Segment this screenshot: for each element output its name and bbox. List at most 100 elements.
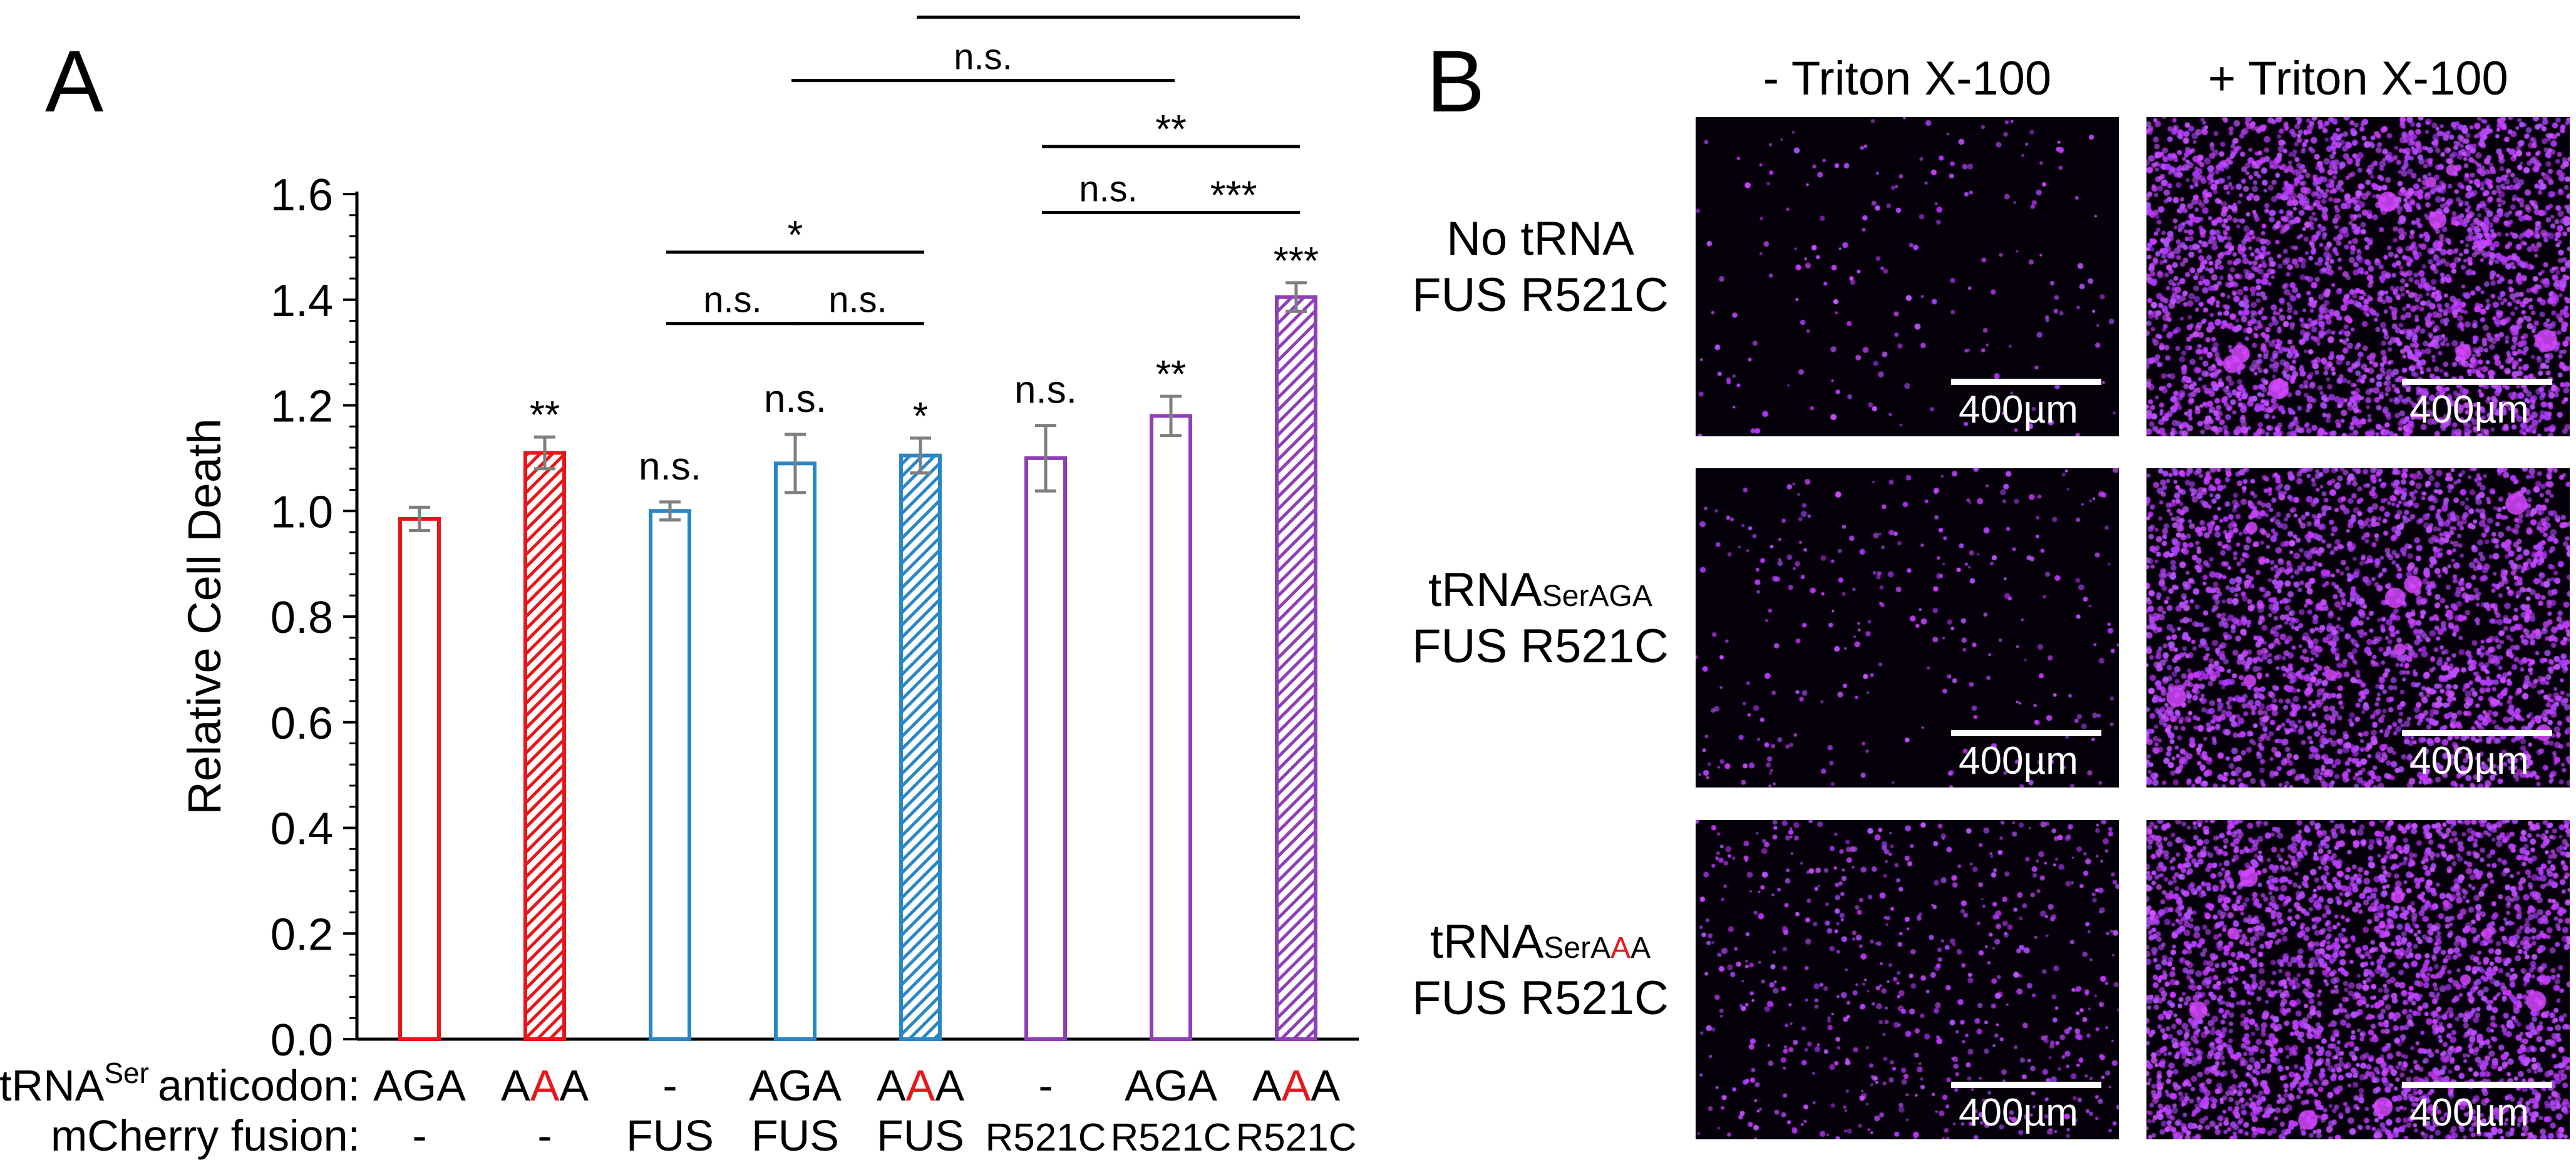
row-label-line1: tRNASerAAA	[1396, 914, 1684, 970]
fusion-label: FUS	[626, 1111, 714, 1160]
bar	[398, 516, 441, 1041]
anticodon-letter: -	[662, 1061, 677, 1110]
significance-label: n.s.	[639, 445, 701, 488]
anticodon-row-label: tRNASer anticodon:	[0, 1057, 360, 1110]
fusion-label: FUS	[751, 1111, 839, 1160]
anticodon-letter: A	[1311, 1061, 1340, 1110]
anticodon-letter: AGA	[1125, 1061, 1217, 1110]
row-label-line1: No tRNA	[1396, 211, 1684, 267]
anticodon-letter: A	[559, 1061, 589, 1110]
row-label-line1: tRNASerAGA	[1396, 562, 1684, 618]
anticodon-letter: A	[1631, 931, 1651, 965]
scale-bar	[1951, 379, 2101, 385]
anticodon-label: AGA	[1125, 1061, 1217, 1110]
comparison-label: **	[1155, 106, 1187, 151]
scale-bar-label: 400µm	[1959, 388, 2078, 431]
significance-label: *	[913, 395, 928, 438]
y-axis-label: Relative Cell Death	[178, 418, 230, 814]
column-header: + Triton X-100	[2208, 52, 2508, 105]
significance-label: ***	[1274, 240, 1319, 283]
fusion-label: FUS	[877, 1111, 964, 1160]
anticodon-label: AAA	[1252, 1061, 1340, 1110]
row-label-sub: AGA	[1589, 580, 1652, 613]
anticodon-letter: A	[501, 1061, 530, 1110]
anticodon-letter: -	[1038, 1061, 1053, 1110]
row-label-line2: FUS R521C	[1412, 971, 1669, 1025]
anticodon-letter: A	[877, 1061, 906, 1110]
anticodon-label: AGA	[749, 1061, 842, 1110]
row-label-main: tRNA	[1430, 915, 1544, 968]
bar	[1150, 414, 1192, 1041]
significance-label: n.s.	[1014, 369, 1077, 412]
bar	[899, 453, 942, 1041]
anticodon-letter: AGA	[749, 1061, 842, 1110]
bar	[649, 509, 691, 1041]
comparison-label: *	[788, 212, 803, 257]
panel-b-label: B	[1426, 32, 1485, 130]
comparison-label: ***	[1210, 173, 1257, 218]
fusion-label: R521C	[986, 1116, 1106, 1159]
anticodon-letter: A	[1252, 1061, 1282, 1110]
row-label-line2: FUS R521C	[1412, 268, 1669, 322]
comparison-label: ***	[1085, 0, 1132, 22]
y-tick-label: 1.6	[270, 170, 333, 220]
row-label: No tRNA FUS R521C	[1396, 211, 1684, 323]
comparison-label: n.s.	[1079, 169, 1138, 210]
scale-bar-label: 400µm	[2409, 739, 2529, 782]
anticodon-letter: G	[1609, 580, 1632, 613]
bar	[1024, 456, 1067, 1041]
y-tick-label: 1.0	[270, 487, 333, 537]
row-label: tRNASerAAA FUS R521C	[1396, 914, 1684, 1026]
row-label-main: No tRNA	[1446, 212, 1634, 265]
anticodon-label: AAA	[501, 1061, 589, 1110]
scale-bar	[1951, 730, 2101, 736]
y-tick-label: 0.8	[270, 593, 333, 643]
scale-bar	[2402, 379, 2552, 385]
row-label-sup: Ser	[1542, 580, 1589, 613]
scale-bar-label: 400µm	[1959, 739, 2078, 782]
row-label-sub: AAA	[1590, 931, 1651, 965]
bar	[774, 461, 817, 1041]
y-tick-label: 0.0	[270, 1015, 333, 1065]
scale-bar-label: 400µm	[2409, 1091, 2529, 1134]
fusion-label: -	[537, 1111, 552, 1160]
fusion-label: -	[412, 1111, 426, 1160]
row-label-part: Ser	[104, 1057, 149, 1089]
row-label-sup: Ser	[1543, 931, 1591, 965]
y-tick-label: 0.4	[270, 804, 333, 854]
anticodon-letter: A	[530, 1061, 560, 1110]
y-tick-label: 0.6	[270, 699, 333, 749]
anticodon-letter: A	[1590, 931, 1611, 965]
micrograph	[1696, 468, 2119, 788]
bar	[1275, 295, 1317, 1041]
fusion-label: R521C	[1236, 1116, 1357, 1159]
anticodon-letter: A	[1632, 580, 1652, 613]
significance-label: **	[1156, 353, 1186, 396]
column-header: - Triton X-100	[1763, 52, 2052, 105]
row-label-part: tRNA	[0, 1061, 105, 1110]
bar	[523, 451, 566, 1041]
anticodon-label: AAA	[877, 1061, 964, 1110]
scale-bar-label: 400µm	[2409, 388, 2529, 431]
anticodon-letter: A	[935, 1061, 964, 1110]
y-tick-label: 1.2	[270, 382, 333, 432]
y-tick-label: 1.4	[270, 276, 333, 326]
scale-bar	[2402, 1082, 2552, 1088]
row-label-part: anticodon:	[158, 1061, 360, 1110]
row-label-main: tRNA	[1428, 563, 1542, 617]
anticodon-letter: A	[906, 1061, 935, 1110]
bar-chart: 0.0 0.2 0.4 0.6 0.8 1.0 1.2 1.4 1.6 Relative Cell…	[0, 0, 1359, 1160]
anticodon-label: -	[1038, 1061, 1053, 1110]
comparison-label: n.s.	[954, 37, 1012, 78]
row-label: tRNASerAGA FUS R521C	[1396, 562, 1684, 674]
anticodon-label: -	[662, 1061, 677, 1110]
scale-bar-label: 400µm	[1959, 1091, 2078, 1134]
fusion-row-label: mCherry fusion:	[51, 1111, 360, 1160]
comparison-label: n.s.	[703, 280, 762, 321]
fusion-label: R521C	[1111, 1116, 1232, 1159]
significance-label: **	[530, 394, 560, 437]
comparison-label: n.s.	[828, 280, 887, 321]
micrograph	[1696, 820, 2119, 1139]
scale-bar	[1951, 1082, 2101, 1088]
